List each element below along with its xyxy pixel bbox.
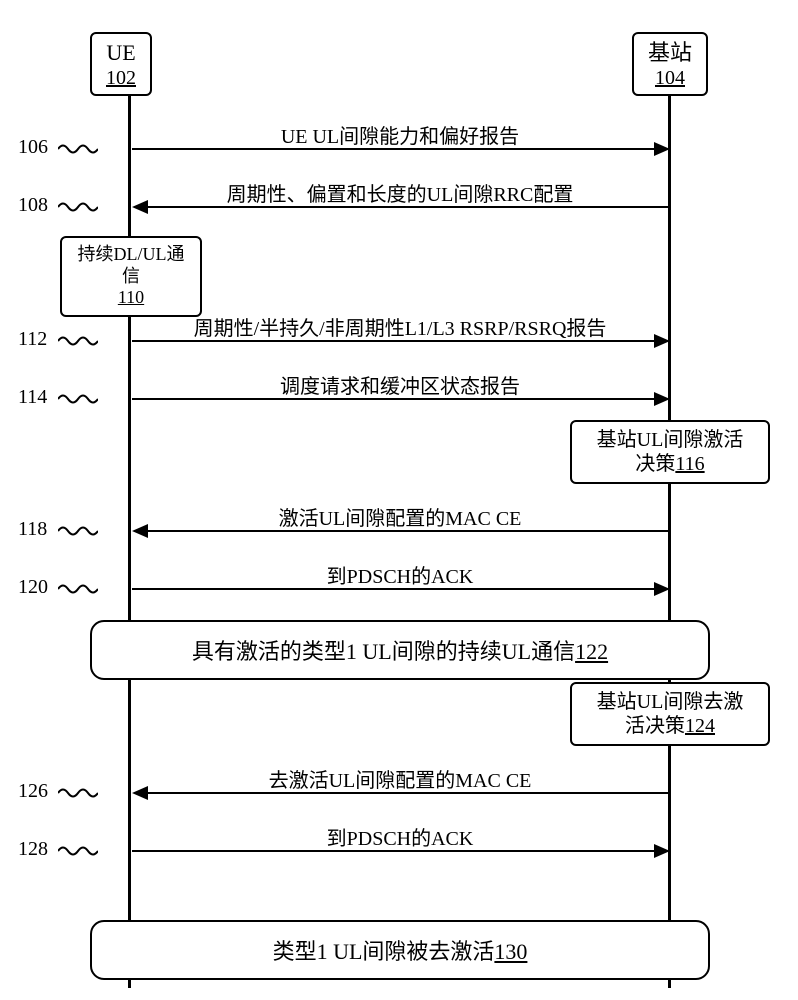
- msg-ref-118: 118: [18, 518, 47, 541]
- msg-label-114: 调度请求和缓冲区状态报告: [140, 370, 660, 399]
- msg-arrow-108: [146, 206, 668, 208]
- squiggle-106: [58, 142, 98, 156]
- msg-arrowhead-106: [654, 142, 670, 156]
- span-box-122-ref: 122: [575, 639, 608, 664]
- squiggle-118: [58, 524, 98, 538]
- squiggle-114: [58, 392, 98, 406]
- msg-arrow-118: [146, 530, 668, 532]
- bs-decision-116-ref: 116: [675, 453, 704, 475]
- squiggle-128: [58, 844, 98, 858]
- msg-arrowhead-120: [654, 582, 670, 596]
- span-box-122-text: 具有激活的类型1 UL间隙的持续UL通信: [192, 639, 575, 664]
- bs-decision-124-ref: 124: [685, 715, 715, 737]
- participant-bs: 基站 104: [632, 32, 708, 96]
- msg-label-112: 周期性/半持久/非周期性L1/L3 RSRP/RSRQ报告: [140, 312, 660, 341]
- msg-ref-114: 114: [18, 386, 47, 409]
- squiggle-120: [58, 582, 98, 596]
- span-box-130-ref: 130: [494, 939, 527, 964]
- participant-bs-label: 基站: [648, 40, 692, 65]
- msg-label-120: 到PDSCH的ACK: [140, 560, 660, 589]
- msg-label-108: 周期性、偏置和长度的UL间隙RRC配置: [140, 178, 660, 207]
- msg-arrow-128: [132, 850, 654, 852]
- bs-decision-116: 基站UL间隙激活 决策116: [570, 420, 770, 484]
- msg-label-118: 激活UL间隙配置的MAC CE: [140, 502, 660, 531]
- msg-ref-108: 108: [18, 194, 48, 217]
- msg-ref-106: 106: [18, 136, 48, 159]
- sequence-diagram: UE 102 基站 104 持续DL/UL通信 110 基站UL间隙激活 决策1…: [0, 20, 798, 980]
- msg-label-128: 到PDSCH的ACK: [140, 822, 660, 851]
- bs-decision-116-l1: 基站UL间隙激活: [597, 429, 744, 451]
- msg-ref-126: 126: [18, 780, 48, 803]
- msg-arrow-106: [132, 148, 654, 150]
- ue-activity-ref: 110: [118, 287, 144, 307]
- lifeline-ue: [128, 96, 131, 988]
- msg-arrow-120: [132, 588, 654, 590]
- bs-decision-124-l1: 基站UL间隙去激: [597, 691, 744, 713]
- participant-ue-ref: 102: [106, 66, 136, 90]
- msg-arrowhead-126: [132, 786, 148, 800]
- msg-label-106: UE UL间隙能力和偏好报告: [140, 120, 660, 149]
- msg-arrowhead-114: [654, 392, 670, 406]
- bs-decision-124-l2: 活决策: [625, 715, 685, 737]
- span-box-130: 类型1 UL间隙被去激活130: [90, 920, 710, 980]
- msg-ref-128: 128: [18, 838, 48, 861]
- msg-ref-120: 120: [18, 576, 48, 599]
- msg-arrowhead-108: [132, 200, 148, 214]
- squiggle-126: [58, 786, 98, 800]
- msg-ref-112: 112: [18, 328, 47, 351]
- participant-ue-label: UE: [106, 40, 135, 65]
- msg-arrow-112: [132, 340, 654, 342]
- span-box-130-text: 类型1 UL间隙被去激活: [273, 939, 495, 964]
- bs-decision-116-l2: 决策: [635, 453, 675, 475]
- ue-activity-line1: 持续DL/UL通信: [78, 244, 185, 286]
- span-box-122: 具有激活的类型1 UL间隙的持续UL通信122: [90, 620, 710, 680]
- msg-arrowhead-128: [654, 844, 670, 858]
- ue-activity-box: 持续DL/UL通信 110: [60, 236, 202, 317]
- participant-ue: UE 102: [90, 32, 152, 96]
- msg-arrowhead-112: [654, 334, 670, 348]
- msg-arrow-114: [132, 398, 654, 400]
- squiggle-108: [58, 200, 98, 214]
- msg-label-126: 去激活UL间隙配置的MAC CE: [140, 764, 660, 793]
- msg-arrowhead-118: [132, 524, 148, 538]
- msg-arrow-126: [146, 792, 668, 794]
- bs-decision-124: 基站UL间隙去激 活决策124: [570, 682, 770, 746]
- squiggle-112: [58, 334, 98, 348]
- participant-bs-ref: 104: [648, 66, 692, 90]
